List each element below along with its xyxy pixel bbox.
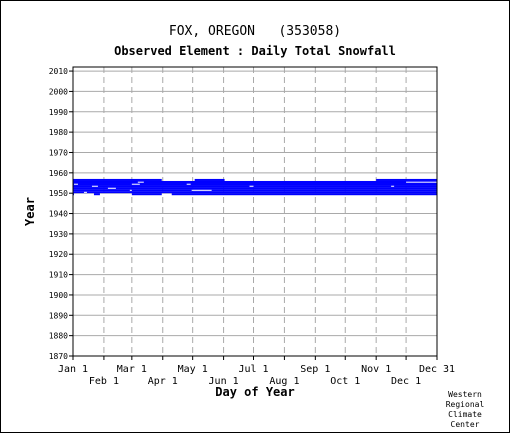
x-tick-label: Nov 1 (361, 364, 391, 375)
y-axis-label: Year (23, 197, 37, 226)
credit-line: Regional (445, 400, 485, 409)
data-bar (171, 193, 437, 196)
y-tick-label: 1930 (49, 230, 68, 239)
y-tick-label: 1970 (49, 148, 68, 157)
data-bar (73, 187, 437, 190)
x-tick-label: May 1 (178, 364, 208, 375)
x-axis-label: Day of Year (215, 385, 294, 399)
data-gap (406, 181, 437, 183)
data-bar (376, 178, 437, 181)
credit-line: Climate (448, 410, 482, 419)
y-tick-label: 1980 (49, 128, 68, 137)
credit-text: Western Regional Climate Center (435, 390, 495, 430)
y-tick-label: 2000 (49, 87, 68, 96)
data-bar (73, 185, 437, 188)
data-bar (73, 183, 437, 186)
plot-frame (72, 66, 438, 357)
credit-line: Western (448, 390, 482, 399)
y-tick-label: 1990 (49, 108, 68, 117)
data-gap (186, 183, 191, 185)
y-tick-label: 1950 (49, 189, 68, 198)
data-gap (249, 185, 254, 187)
x-tick-label: Jul 1 (238, 364, 268, 375)
y-tick-label: 1940 (49, 210, 68, 219)
chart-title: FOX, OREGON (353058) (168, 24, 342, 39)
data-gap (91, 185, 98, 187)
data-gap (107, 187, 116, 189)
x-tick-label: Dec 1 (391, 376, 421, 387)
x-tick-label: Apr 1 (148, 376, 178, 387)
x-tick-label: Feb 1 (89, 376, 119, 387)
data-gap (83, 191, 87, 193)
data-gap (79, 193, 84, 195)
x-tick-label: Oct 1 (330, 376, 360, 387)
data-bar (73, 178, 162, 181)
data-bar (131, 193, 162, 196)
data-bar (73, 180, 437, 184)
x-tick-label: Mar 1 (117, 364, 147, 375)
y-tick-label: 1880 (49, 332, 68, 341)
credit-line: Center (450, 420, 480, 429)
y-tick-label: 1900 (49, 291, 68, 300)
y-tick-label: 1960 (49, 169, 68, 178)
x-tick-label: Aug 1 (269, 376, 299, 387)
x-tick-label: Dec 31 (419, 364, 455, 375)
data-bar (93, 193, 100, 196)
data-bar (73, 189, 437, 192)
data-bar (194, 178, 225, 181)
data-gap (129, 189, 132, 191)
data-gap (137, 181, 144, 183)
chart-subtitle: Observed Element : Daily Total Snowfall (114, 44, 396, 58)
y-tick-label: 1890 (49, 311, 68, 320)
y-tick-label: 2010 (49, 67, 68, 76)
data-gap (131, 183, 140, 185)
x-tick-label: Sep 1 (300, 364, 330, 375)
data-gap (391, 185, 395, 187)
x-tick-label: Jan 1 (58, 364, 88, 375)
x-tick-label: Jun 1 (209, 376, 239, 387)
y-tick-label: 1870 (49, 352, 68, 361)
data-gap (73, 183, 78, 185)
data-gap (191, 189, 212, 191)
y-tick-label: 1920 (49, 250, 68, 259)
data-bar (73, 191, 437, 194)
y-tick-label: 1910 (49, 271, 68, 280)
